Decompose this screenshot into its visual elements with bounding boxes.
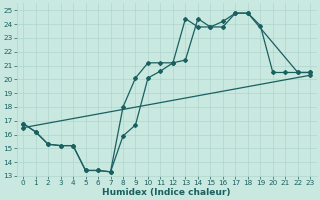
X-axis label: Humidex (Indice chaleur): Humidex (Indice chaleur): [102, 188, 231, 197]
